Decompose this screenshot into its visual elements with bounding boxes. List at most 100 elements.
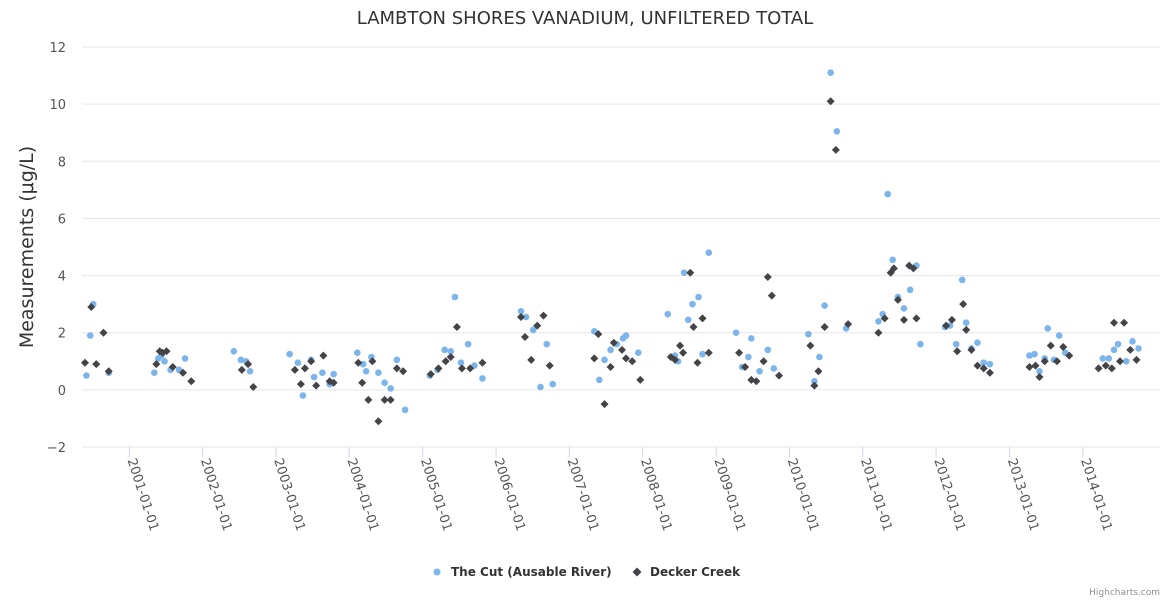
data-point[interactable] [401,406,409,414]
data-point[interactable] [1046,341,1055,350]
data-point[interactable] [827,69,834,77]
data-point[interactable] [104,367,113,376]
data-point[interactable] [244,360,253,369]
data-point[interactable] [300,364,309,373]
data-point[interactable] [457,359,465,367]
data-point[interactable] [1044,325,1052,332]
data-point[interactable] [83,372,90,379]
data-point[interactable] [290,365,299,374]
data-point[interactable] [689,300,696,308]
data-point[interactable] [1059,343,1068,351]
data-point[interactable] [179,368,188,377]
data-point[interactable] [959,300,968,309]
data-point[interactable] [973,361,982,370]
data-point[interactable] [452,323,461,331]
data-point[interactable] [912,314,921,323]
data-point[interactable] [529,326,537,334]
data-point[interactable] [600,400,609,409]
data-point[interactable] [979,364,988,373]
data-point[interactable] [464,340,472,348]
data-point[interactable] [441,357,450,366]
data-point[interactable] [821,302,828,309]
data-point[interactable] [889,256,897,264]
data-point[interactable] [237,356,245,364]
data-point[interactable] [704,348,713,357]
data-point[interactable] [634,349,642,357]
data-point[interactable] [764,346,772,354]
data-point[interactable] [805,330,812,338]
data-point[interactable] [680,269,688,277]
data-point[interactable] [329,378,338,387]
data-point[interactable] [368,357,377,366]
data-point[interactable] [150,369,158,377]
data-point[interactable] [99,328,108,337]
legend-item-the-cut[interactable]: The Cut (Ausable River) [433,565,612,579]
data-point[interactable] [230,347,238,355]
data-point[interactable] [364,395,373,404]
data-point[interactable] [319,369,326,377]
data-point[interactable] [820,323,829,331]
data-point[interactable] [307,357,316,366]
data-point[interactable] [622,332,630,339]
data-point[interactable] [699,350,706,358]
data-point[interactable] [1035,373,1044,381]
data-point[interactable] [87,303,96,311]
data-point[interactable] [249,383,258,391]
data-point[interactable] [953,347,962,356]
data-point[interactable] [380,395,389,404]
data-point[interactable] [833,127,841,135]
data-point[interactable] [516,313,525,321]
data-point[interactable] [947,315,956,324]
data-point[interactable] [831,145,840,154]
data-point[interactable] [457,364,466,373]
data-point[interactable] [590,354,599,363]
data-point[interactable] [330,370,337,378]
data-point[interactable] [168,363,177,371]
data-point[interactable] [676,341,685,350]
data-point[interactable] [735,348,744,357]
data-point[interactable] [381,379,388,387]
data-point[interactable] [545,361,554,370]
data-point[interactable] [399,367,408,376]
data-point[interactable] [594,330,603,339]
data-point[interactable] [294,359,302,367]
data-point[interactable] [1116,357,1125,366]
data-point[interactable] [814,367,823,376]
data-point[interactable] [1065,351,1074,360]
data-point[interactable] [601,356,608,364]
data-point[interactable] [162,347,171,356]
data-point[interactable] [732,329,740,337]
data-point[interactable] [962,319,970,327]
data-point[interactable] [752,377,761,386]
data-point[interactable] [698,314,707,323]
data-point[interactable] [354,358,363,367]
data-point[interactable] [816,353,823,361]
data-point[interactable] [745,353,752,361]
data-point[interactable] [811,377,818,385]
data-point[interactable] [628,357,637,366]
data-point[interactable] [775,371,784,380]
data-point[interactable] [539,311,548,320]
data-point[interactable] [609,338,618,347]
data-point[interactable] [810,381,819,390]
data-point[interactable] [756,367,763,375]
data-point[interactable] [521,333,530,341]
data-point[interactable] [1105,355,1113,362]
data-point[interactable] [312,381,321,390]
data-point[interactable] [884,190,891,198]
data-point[interactable] [705,249,713,257]
data-point[interactable] [844,320,853,329]
data-point[interactable] [81,358,90,367]
data-point[interactable] [246,367,254,375]
data-point[interactable] [527,355,536,364]
data-point[interactable] [447,347,455,355]
data-point[interactable] [985,368,994,377]
data-point[interactable] [899,315,908,324]
data-point[interactable] [1101,361,1110,370]
data-point[interactable] [759,357,768,366]
data-point[interactable] [686,268,695,277]
legend-item-decker-creek[interactable]: Decker Creek [632,565,742,579]
data-point[interactable] [880,314,889,323]
data-point[interactable] [1114,340,1122,348]
data-point[interactable] [161,357,168,365]
